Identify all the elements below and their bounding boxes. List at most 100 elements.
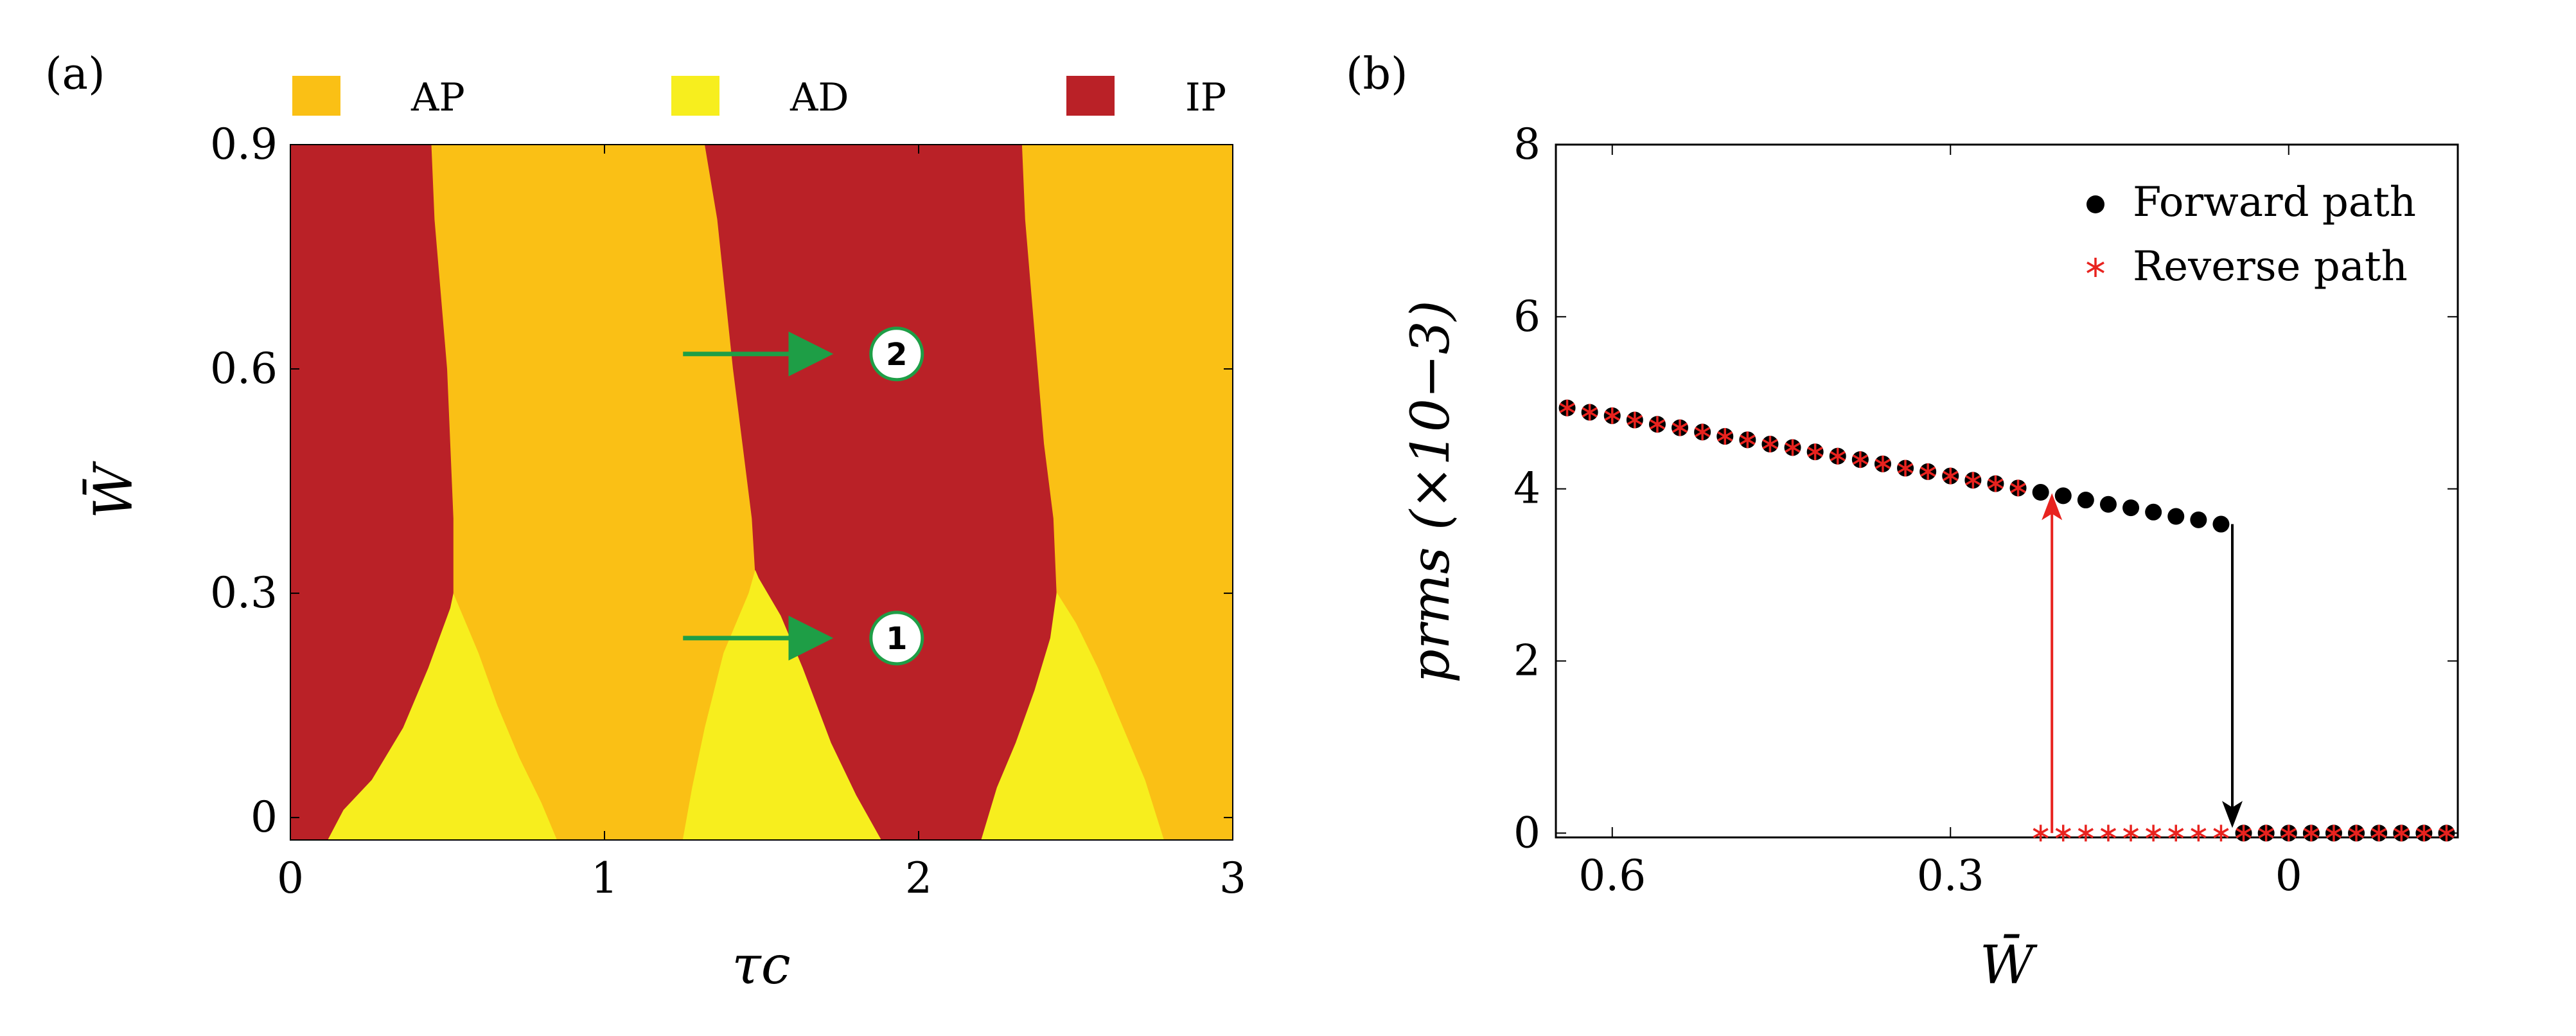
panel-a: (a) AP AD IP 0 1 2 300.30.60.9 21 W̄ τc bbox=[45, 49, 1246, 996]
legend-label-ap: AP bbox=[410, 75, 465, 120]
reverse-path-point bbox=[2055, 825, 2071, 842]
panel-a-legend: AP AD IP bbox=[292, 75, 1226, 120]
panel-b-axes: 0.6 0.3 0 0 2 4 6 8 bbox=[1513, 120, 2458, 900]
forward-path-point bbox=[2099, 496, 2117, 513]
y-tick-label: 0 bbox=[1513, 808, 1540, 857]
reverse-path-point bbox=[1740, 431, 1756, 449]
reverse-path-point bbox=[1582, 404, 1598, 421]
forward-path-point bbox=[2190, 511, 2207, 528]
legend-marker-reverse bbox=[2086, 258, 2104, 277]
legend-label-ip: IP bbox=[1185, 75, 1226, 120]
panel-a-xlabel: τc bbox=[732, 935, 790, 996]
reverse-path-point bbox=[1672, 419, 1688, 436]
reverse-path-point bbox=[1604, 407, 1620, 424]
reverse-path-point bbox=[1875, 455, 1891, 472]
forward-path-point bbox=[2212, 515, 2230, 533]
reverse-path-point bbox=[1988, 475, 2004, 492]
reverse-path-point bbox=[1785, 439, 1801, 456]
y-tick-label: 0.3 bbox=[210, 568, 278, 618]
panel-a-label: (a) bbox=[45, 49, 105, 100]
reverse-path-point bbox=[1920, 463, 1936, 480]
phase-map bbox=[290, 144, 1233, 841]
transition-arrows bbox=[2042, 493, 2243, 834]
phase-region-ad-6 bbox=[981, 592, 1165, 841]
y-tick-label: 0.6 bbox=[210, 344, 278, 393]
reverse-path-point bbox=[2303, 825, 2319, 842]
reverse-path-point bbox=[1559, 399, 1575, 416]
reverse-path-point bbox=[2146, 825, 2162, 842]
annotation-marker-label-1: 1 bbox=[886, 621, 907, 657]
annotation-marker-label-2: 2 bbox=[886, 337, 907, 373]
legend-swatch-ip bbox=[1066, 76, 1115, 116]
panel-a-ylabel: W̄ bbox=[82, 461, 145, 519]
reverse-path-point bbox=[2416, 825, 2432, 842]
panel-a-plot-frame bbox=[290, 144, 1233, 841]
forward-path-point bbox=[2054, 487, 2072, 505]
reverse-path-point bbox=[2100, 825, 2117, 842]
legend-label-forward: Forward path bbox=[2133, 179, 2416, 226]
panel-a-axes: 0 1 2 3 0 0.3 0.6 0.9 bbox=[210, 120, 1246, 903]
x-tick-label: 0 bbox=[2275, 851, 2302, 900]
panel-b-legend: Forward path Reverse path bbox=[2086, 179, 2416, 290]
x-tick-label: 0.6 bbox=[1578, 851, 1646, 900]
y-tick-label: 6 bbox=[1513, 292, 1540, 341]
reverse-path-point bbox=[2122, 825, 2139, 842]
reverse-path-point bbox=[1762, 436, 1778, 453]
legend-label-reverse: Reverse path bbox=[2133, 243, 2408, 290]
x-tick-label: 3 bbox=[1219, 853, 1246, 903]
reverse-path-point bbox=[2348, 825, 2365, 842]
reverse-path-point bbox=[1717, 427, 1733, 445]
annotation-marker-1 bbox=[869, 611, 924, 666]
reverse-path-point bbox=[1852, 451, 1868, 469]
reverse-path-point bbox=[1695, 424, 1711, 441]
x-tick-label: 1 bbox=[591, 853, 618, 903]
y-tick-label: 0 bbox=[251, 792, 278, 842]
reverse-path-point bbox=[2258, 825, 2274, 842]
reverse-path-point bbox=[2010, 479, 2026, 497]
forward-path-point bbox=[2145, 503, 2162, 521]
reverse-path-point bbox=[1897, 460, 1914, 477]
legend-marker-forward bbox=[2086, 195, 2104, 213]
y-tick-label: 8 bbox=[1513, 120, 1540, 169]
annotation-marker-2 bbox=[869, 326, 924, 382]
reverse-path-point bbox=[2439, 825, 2455, 842]
y-tick-label: 0.9 bbox=[210, 120, 278, 169]
forward-path-point bbox=[2122, 499, 2140, 517]
forward-path-point bbox=[2077, 492, 2094, 509]
reverse-path-point bbox=[2394, 825, 2410, 842]
panel-a-annotations: 21 bbox=[683, 326, 924, 666]
transition-arrowhead-up bbox=[2042, 493, 2063, 521]
y-tick-label: 2 bbox=[1513, 636, 1540, 685]
reverse-path-point bbox=[2078, 825, 2094, 842]
forward-path-point bbox=[2032, 484, 2049, 501]
reverse-path-point bbox=[2236, 825, 2252, 842]
x-tick-label: 0.3 bbox=[1917, 851, 1984, 900]
reverse-path-point bbox=[1649, 416, 1666, 433]
reverse-path-point bbox=[1965, 472, 1981, 489]
reverse-path-point bbox=[1943, 467, 1959, 485]
reverse-path-point bbox=[1830, 447, 1846, 465]
reverse-path-point bbox=[1627, 411, 1643, 429]
y-tick-label: 4 bbox=[1513, 464, 1540, 514]
reverse-path-point bbox=[2033, 825, 2049, 842]
reverse-path-point bbox=[1807, 443, 1823, 461]
legend-swatch-ap bbox=[292, 76, 340, 116]
panel-b-plot-frame bbox=[1555, 143, 2459, 839]
panel-b-ylabel: prms (×10−3) bbox=[1400, 300, 1461, 683]
panel-b-label: (b) bbox=[1346, 49, 1408, 100]
panel-b-series bbox=[1558, 399, 2455, 842]
reverse-path-point bbox=[2191, 825, 2207, 842]
panel-b: (b) 0.6 0.3 0 0 2 4 6 8 Forward path Reverse pat… bbox=[1346, 49, 2459, 996]
x-tick-label: 2 bbox=[905, 853, 932, 903]
x-tick-label: 0 bbox=[277, 853, 304, 903]
reverse-path-point bbox=[2280, 825, 2297, 842]
transition-arrowhead-down bbox=[2222, 801, 2243, 828]
legend-label-ad: AD bbox=[790, 75, 849, 120]
reverse-path-point bbox=[2213, 825, 2229, 842]
forward-path-point bbox=[2167, 508, 2185, 525]
reverse-path-point bbox=[2371, 825, 2387, 842]
panel-b-xlabel: W̄ bbox=[1980, 934, 2038, 996]
reverse-path-point bbox=[2168, 825, 2184, 842]
reverse-path-point bbox=[2325, 825, 2342, 842]
